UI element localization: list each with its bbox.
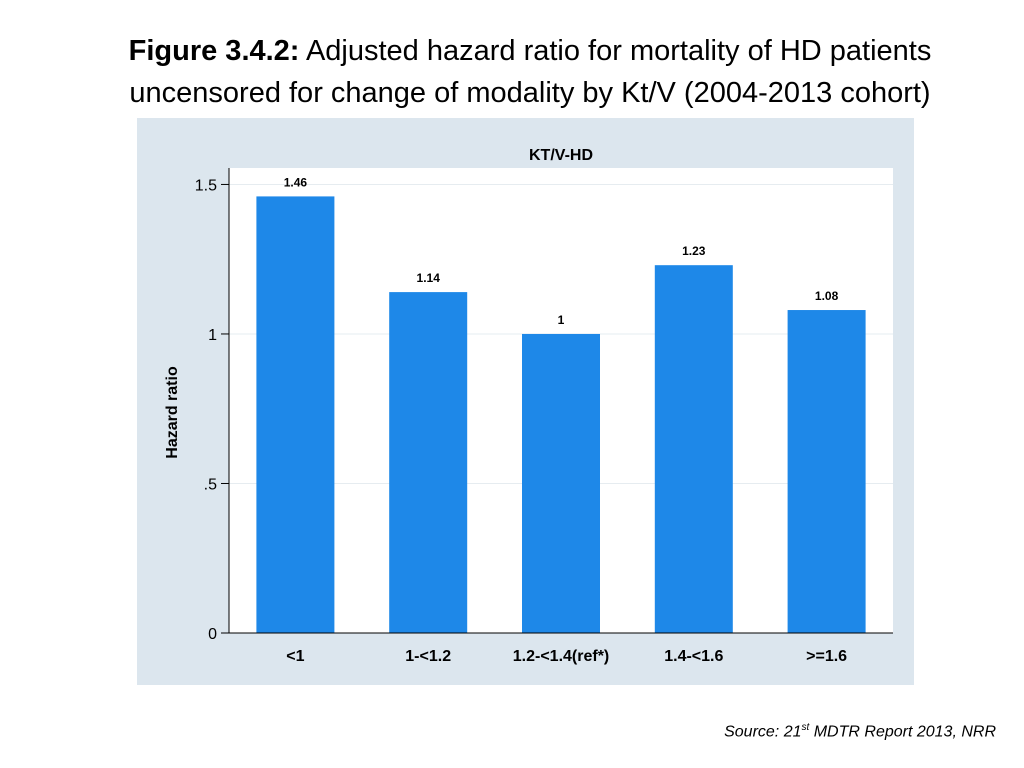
data-label: 1.46 — [284, 175, 308, 189]
axes: 0 .5 1 1.5 <1 1-<1.2 1.2-<1.4(ref*) 1.4-<1.6 >=1… — [195, 168, 893, 665]
y-tick-label: 1.5 — [195, 177, 217, 194]
x-tick-label: <1 — [286, 648, 304, 665]
bar — [787, 310, 866, 633]
data-label: 1.14 — [417, 271, 441, 285]
x-tick-label: >=1.6 — [806, 648, 847, 665]
y-tick-label: 1 — [208, 327, 217, 344]
bar — [256, 196, 335, 633]
bar — [522, 333, 600, 633]
y-tick-label: 0 — [208, 626, 217, 643]
chart-panel: 1.46 1.14 1 1.23 1.08 0 .5 1 1.5 <1 1-<1.2 1.2-<1.… — [137, 118, 914, 685]
bar — [654, 265, 733, 633]
x-tick-label: 1.2-<1.4(ref*) — [513, 648, 610, 665]
bar-chart: 1.46 1.14 1 1.23 1.08 0 .5 1 1.5 <1 1-<1.2 1.2-<1.… — [164, 147, 893, 665]
source-suffix: MDTR Report 2013, NRR — [809, 723, 996, 741]
y-axis-label: Hazard ratio — [164, 366, 181, 459]
figure-caption-line1: Adjusted hazard ratio for mortality of H… — [305, 35, 932, 67]
chart-title: KT/V-HD — [529, 147, 593, 164]
bar — [389, 292, 468, 633]
data-label: 1.23 — [682, 244, 706, 258]
x-tick-label: 1-<1.2 — [405, 648, 451, 665]
source-note: Source: 21st MDTR Report 2013, NRR — [724, 722, 996, 741]
figure-label: Figure 3.4.2: — [128, 35, 300, 67]
y-tick-label: .5 — [204, 476, 217, 493]
source-prefix: Source: 21 — [724, 723, 802, 741]
data-label: 1 — [558, 313, 565, 327]
figure-title: Figure 3.4.2: Adjusted hazard ratio for … — [40, 30, 1020, 114]
figure-title-line1: Figure 3.4.2: Adjusted hazard ratio for … — [40, 30, 1020, 72]
bars: 1.46 1.14 1 1.23 1.08 — [256, 175, 866, 633]
source-superscript: st — [801, 722, 810, 733]
data-label: 1.08 — [815, 289, 839, 303]
figure-caption-line2: uncensored for change of modality by Kt/… — [129, 77, 931, 109]
x-tick-label: 1.4-<1.6 — [664, 648, 723, 665]
